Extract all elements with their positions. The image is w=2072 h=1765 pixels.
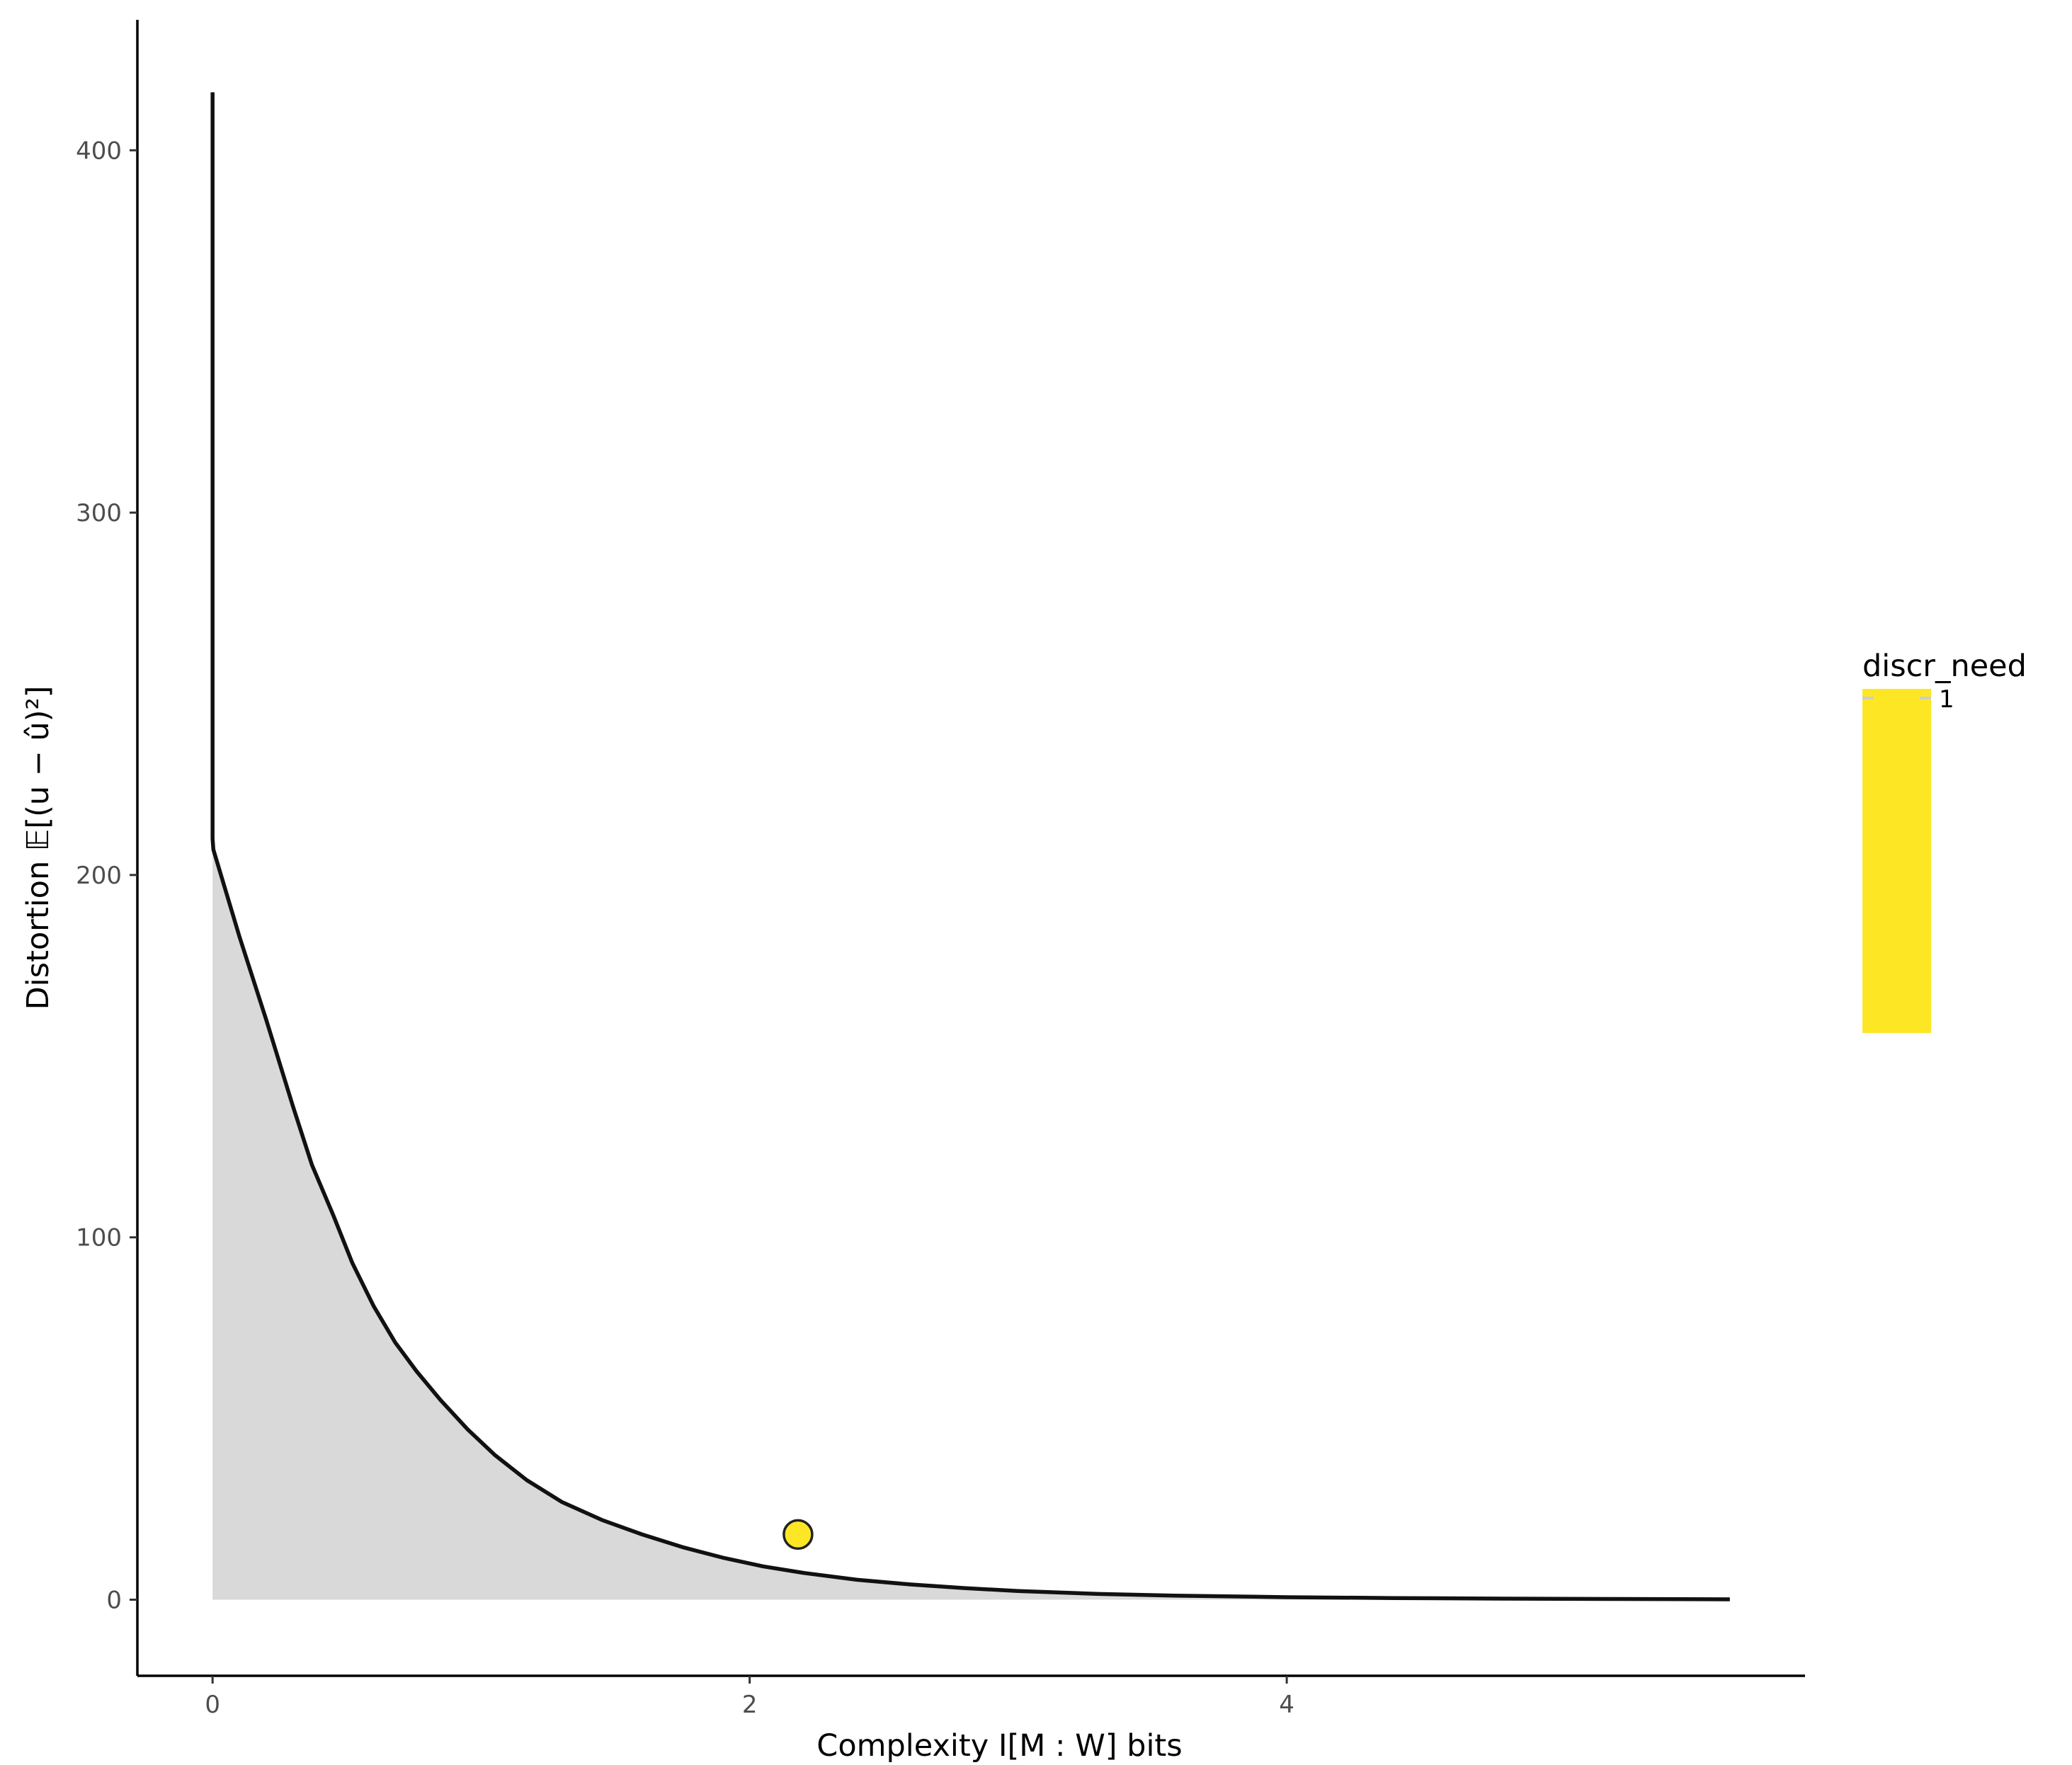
legend-colorbar xyxy=(1862,689,1931,1033)
y-tick-label: 200 xyxy=(76,862,122,890)
legend: discr_need 1 xyxy=(1862,649,2027,1033)
data-point xyxy=(782,1519,814,1550)
data-points xyxy=(782,1519,814,1550)
x-axis-title: Complexity I[M : W] bits xyxy=(816,1728,1182,1764)
y-axis-ticks: 0 100 200 300 400 xyxy=(76,137,137,1615)
x-axis-ticks: 0 2 4 xyxy=(205,1676,1294,1719)
y-tick-label: 0 xyxy=(106,1587,122,1615)
legend-title: discr_need xyxy=(1862,649,2027,684)
y-axis-title: Distortion 𝔼[(u − û)²] xyxy=(21,686,56,1010)
curve-area-fill xyxy=(212,838,1730,1600)
plot-area xyxy=(210,92,1730,1601)
x-tick-label: 0 xyxy=(205,1691,220,1719)
x-tick-label: 2 xyxy=(742,1691,758,1719)
legend-label: 1 xyxy=(1939,685,1954,714)
y-tick-label: 100 xyxy=(76,1224,122,1252)
distortion-curve-line xyxy=(210,92,1730,1601)
axes: 0 100 200 300 400 0 2 4 xyxy=(76,20,1805,1719)
x-tick-label: 4 xyxy=(1279,1691,1294,1719)
y-tick-label: 300 xyxy=(76,499,122,527)
y-tick-label: 400 xyxy=(76,137,122,165)
